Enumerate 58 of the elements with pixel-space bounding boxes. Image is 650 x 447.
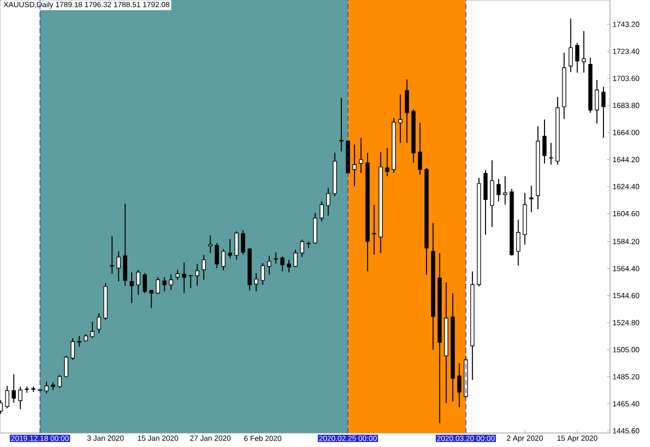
- candlestick: [398, 94, 402, 144]
- candlestick: [568, 18, 573, 73]
- candlestick: [142, 272, 147, 294]
- candlestick: [320, 200, 324, 222]
- candlestick: [214, 242, 219, 268]
- candlestick: [162, 276, 167, 292]
- candlestick: [58, 374, 62, 389]
- candlestick: [241, 230, 246, 256]
- candlestick: [280, 256, 284, 272]
- candlestick: [503, 176, 508, 206]
- candlestick: [208, 234, 212, 254]
- candlestick: [548, 142, 554, 166]
- candlestick: [575, 42, 580, 74]
- candlestick: [18, 386, 22, 410]
- candlestick: [267, 255, 272, 276]
- candlestick: [418, 122, 422, 176]
- candlestick: [136, 269, 140, 296]
- candlestick: [228, 238, 232, 259]
- candlestick: [286, 259, 292, 273]
- candlestick: [96, 312, 101, 334]
- candlestick: [70, 338, 75, 360]
- candlestick: [254, 272, 258, 292]
- candlestick: [77, 336, 82, 348]
- candlestick: [300, 239, 304, 258]
- candlestick: [404, 78, 409, 144]
- candlestick: [168, 274, 174, 290]
- candlestick: [188, 274, 193, 289]
- candlestick: [293, 249, 298, 268]
- candlestick: [582, 30, 586, 74]
- candlestick: [176, 269, 180, 280]
- candlestick: [156, 276, 160, 294]
- candlestick: [12, 374, 16, 404]
- candlestick: [385, 147, 390, 177]
- candlestick: [90, 321, 94, 339]
- candlestick: [195, 263, 200, 286]
- candlestick: [44, 381, 49, 394]
- candlestick: [260, 262, 265, 286]
- candlestick: [594, 80, 599, 124]
- candlestick: [339, 97, 344, 152]
- candlestick: [457, 362, 462, 408]
- candlestick: [221, 248, 226, 271]
- candlestick: [202, 254, 206, 280]
- candlestick: [529, 185, 534, 213]
- candlestick: [5, 385, 10, 409]
- candlestick: [496, 178, 501, 202]
- candlestick: [116, 250, 121, 282]
- candlestick: [110, 236, 114, 274]
- candlestick: [182, 262, 186, 294]
- candlestick: [372, 204, 376, 256]
- candlestick: [516, 219, 520, 266]
- candlestick: [326, 187, 330, 216]
- candlestick: [542, 119, 547, 164]
- candlestick: [64, 355, 68, 378]
- candlestick: [358, 137, 364, 174]
- candlestick: [149, 289, 154, 309]
- candlestick: [130, 272, 134, 304]
- candlestick: [234, 230, 239, 260]
- candlestick: [352, 144, 357, 187]
